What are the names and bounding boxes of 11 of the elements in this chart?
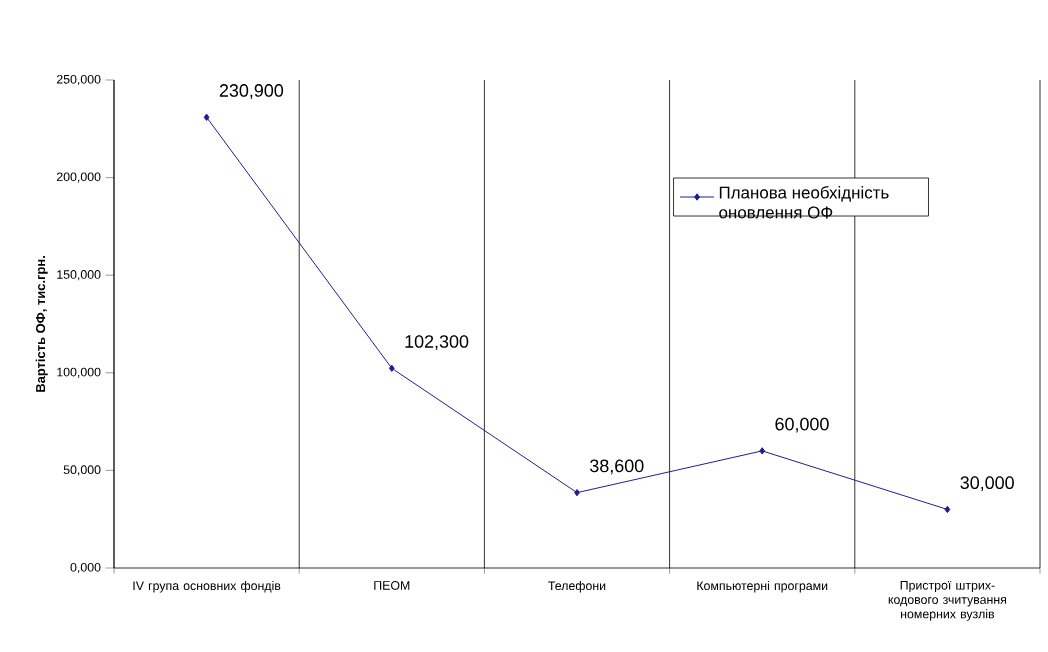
point [574,488,580,497]
data-label: 102,300 [405,335,469,350]
point [203,113,210,121]
data-label: 60,000 [775,417,829,433]
point [388,364,395,372]
data-label: 38,600 [590,459,644,475]
point [759,447,766,455]
point [944,505,951,514]
legend-label: Планова необхідність оновлення ОФ [719,185,889,219]
data-label: 230,900 [219,84,284,99]
data-label: 30,000 [960,476,1014,492]
